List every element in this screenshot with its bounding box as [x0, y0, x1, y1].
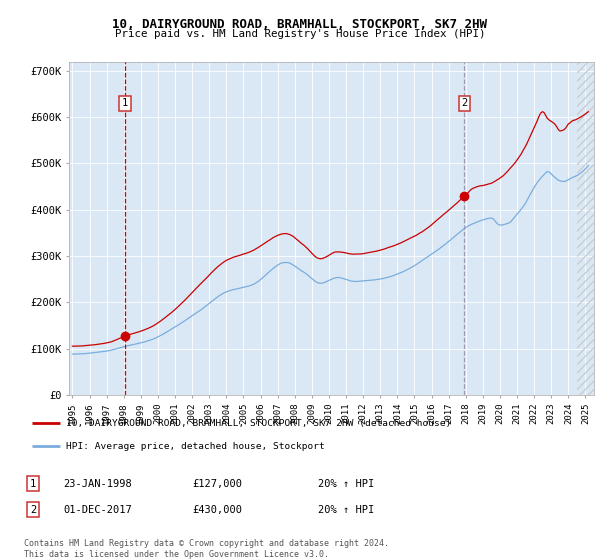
- Text: £430,000: £430,000: [192, 505, 242, 515]
- Text: 1: 1: [30, 479, 36, 489]
- Text: 01-DEC-2017: 01-DEC-2017: [63, 505, 132, 515]
- Text: 20% ↑ HPI: 20% ↑ HPI: [318, 505, 374, 515]
- Bar: [577, 62, 594, 395]
- Text: £127,000: £127,000: [192, 479, 242, 489]
- Text: 10, DAIRYGROUND ROAD, BRAMHALL, STOCKPORT, SK7 2HW: 10, DAIRYGROUND ROAD, BRAMHALL, STOCKPOR…: [113, 18, 487, 31]
- Text: 2: 2: [461, 98, 467, 108]
- Text: 10, DAIRYGROUND ROAD, BRAMHALL, STOCKPORT, SK7 2HW (detached house): 10, DAIRYGROUND ROAD, BRAMHALL, STOCKPOR…: [66, 419, 451, 428]
- Text: 23-JAN-1998: 23-JAN-1998: [63, 479, 132, 489]
- Text: HPI: Average price, detached house, Stockport: HPI: Average price, detached house, Stoc…: [66, 442, 325, 451]
- Text: 20% ↑ HPI: 20% ↑ HPI: [318, 479, 374, 489]
- Text: 1: 1: [122, 98, 128, 108]
- Text: Contains HM Land Registry data © Crown copyright and database right 2024.
This d: Contains HM Land Registry data © Crown c…: [24, 539, 389, 559]
- Text: Price paid vs. HM Land Registry's House Price Index (HPI): Price paid vs. HM Land Registry's House …: [115, 29, 485, 39]
- Text: 2: 2: [30, 505, 36, 515]
